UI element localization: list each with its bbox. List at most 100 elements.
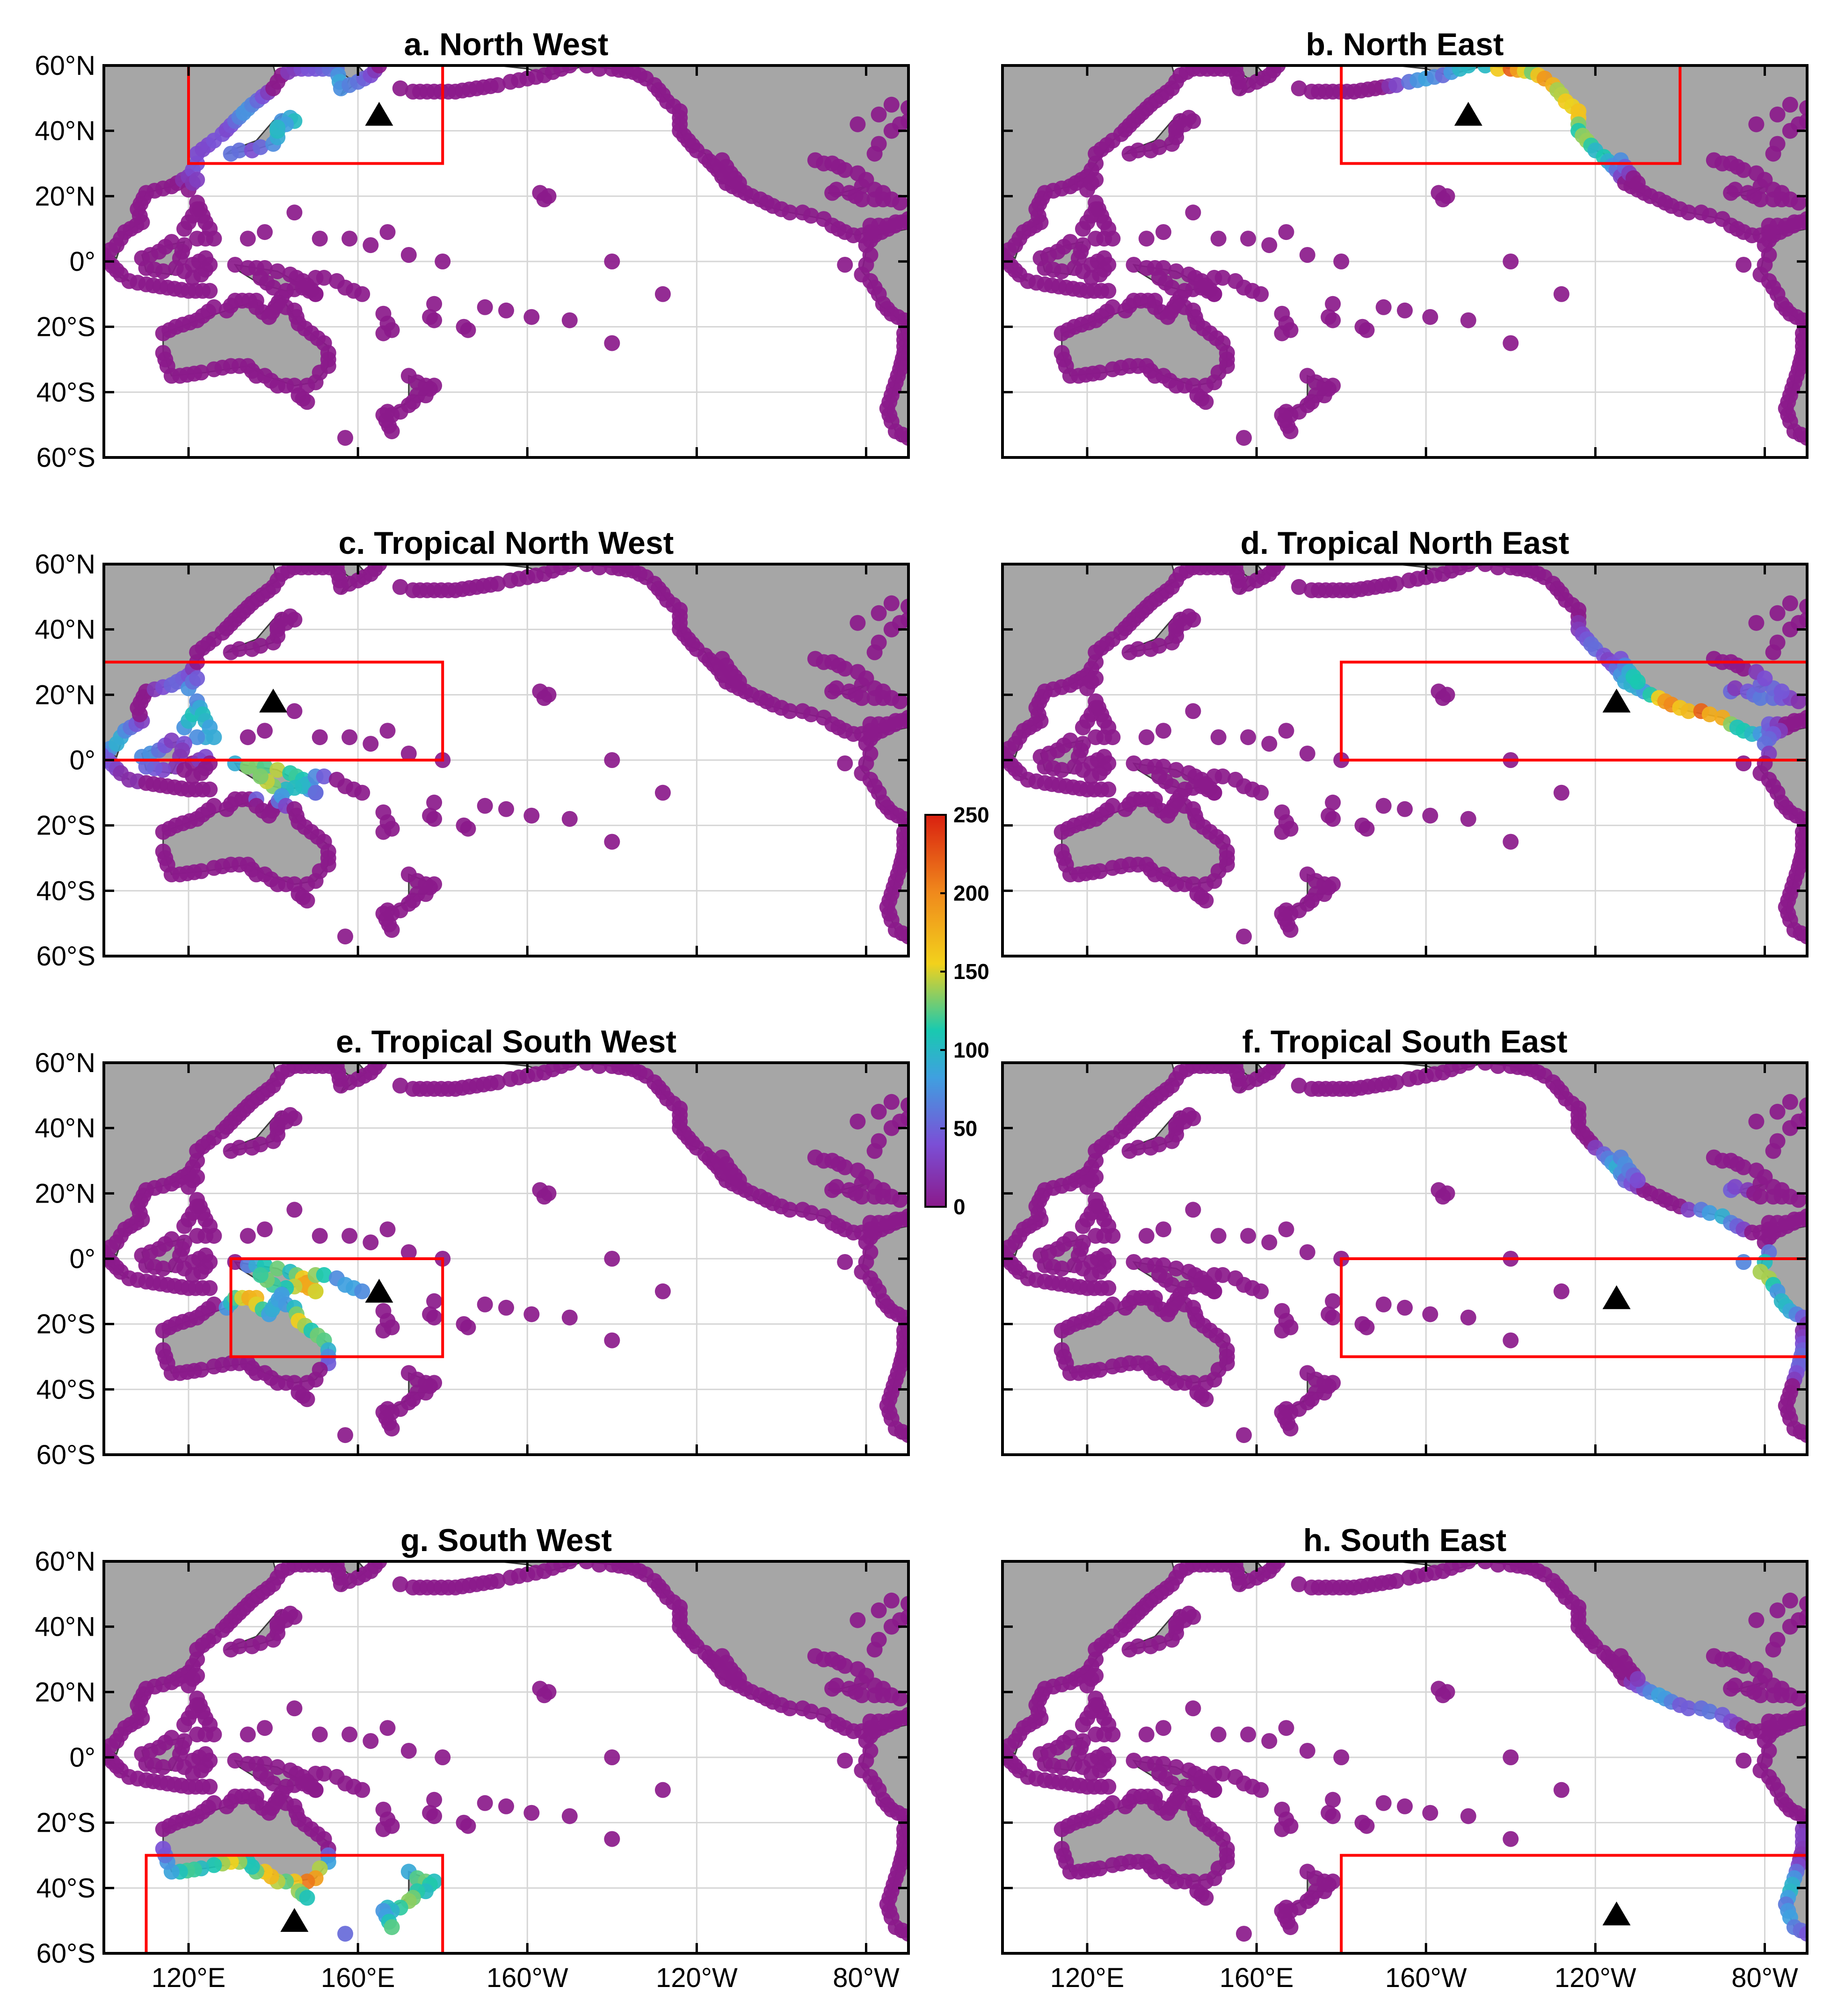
coastal-point	[477, 299, 493, 315]
coastal-point	[1151, 1635, 1167, 1651]
coastal-point	[858, 1169, 874, 1185]
coastal-point	[1088, 1169, 1104, 1185]
coastal-point	[731, 1172, 747, 1189]
coastal-point	[1422, 1805, 1438, 1821]
y-tick-label: 60°N	[35, 1048, 95, 1078]
coastal-point	[400, 1244, 417, 1260]
coastal-point	[1210, 729, 1227, 746]
coastal-point	[392, 1576, 408, 1592]
coastal-point	[901, 1595, 908, 1612]
y-tick-label: 40°S	[36, 1374, 95, 1405]
coastal-point	[1422, 1306, 1438, 1322]
coastal-point	[1388, 1074, 1404, 1090]
coastal-point	[384, 1919, 400, 1936]
coastal-point	[1299, 247, 1315, 263]
coastal-point	[1397, 302, 1413, 319]
y-tick-label: 20°S	[36, 811, 95, 841]
coastal-point	[189, 729, 205, 746]
coastal-point	[536, 191, 552, 208]
coastal-point	[1799, 113, 1807, 129]
coastal-point	[240, 1726, 256, 1743]
coastal-point	[400, 746, 417, 761]
coastal-point	[498, 801, 514, 817]
coastal-point	[286, 1202, 303, 1218]
coastal-point	[1291, 579, 1307, 595]
coastal-point	[1299, 1244, 1315, 1260]
coastal-point	[456, 1814, 472, 1831]
coastal-point	[286, 204, 303, 221]
coastal-point	[523, 807, 540, 824]
coastal-point	[189, 231, 205, 247]
coastal-point	[252, 1136, 269, 1153]
coastal-point	[1104, 1296, 1121, 1313]
coastal-point	[1291, 80, 1307, 96]
coastal-point	[269, 1260, 286, 1276]
coastal-point	[901, 1609, 908, 1625]
map-content	[1002, 564, 1807, 956]
coastal-point	[337, 430, 353, 446]
coastal-point	[312, 1228, 328, 1244]
coastal-point	[1773, 1681, 1790, 1697]
y-tick-label: 20°S	[36, 1309, 95, 1340]
coastal-point	[185, 269, 201, 286]
coastal-point	[1748, 116, 1765, 132]
map-content	[104, 65, 908, 457]
coastal-point	[1736, 1658, 1752, 1674]
coastal-point	[1752, 1687, 1769, 1704]
coastal-point	[782, 703, 798, 719]
coastal-point	[1037, 759, 1053, 775]
coastal-point	[1088, 1668, 1104, 1684]
coastal-point	[803, 706, 819, 723]
coastal-point	[1490, 1561, 1506, 1573]
coastal-point	[1151, 139, 1167, 155]
coastal-point	[858, 1668, 874, 1684]
coastal-point	[1062, 1231, 1078, 1247]
coastal-point	[1261, 736, 1278, 752]
coastal-point	[312, 1726, 328, 1743]
coastal-point	[1503, 254, 1519, 269]
coastal-point	[1151, 768, 1167, 784]
coastal-point	[1736, 1753, 1752, 1769]
coastal-point	[1100, 283, 1117, 299]
coastal-point	[1274, 1821, 1290, 1837]
coastal-point	[231, 142, 247, 159]
map-panel-c: c. Tropical North West 60°N 40°N 20°N 0° 20°S…	[35, 525, 910, 972]
coastal-point	[1325, 811, 1341, 827]
coastal-point	[561, 65, 578, 73]
coastal-point	[206, 1358, 222, 1375]
coastal-point	[426, 811, 443, 827]
coastal-point	[1553, 286, 1569, 302]
coastal-point	[1736, 660, 1752, 677]
coastal-point	[1757, 670, 1773, 687]
colorbar-tick-label: 150	[953, 959, 989, 984]
coastal-point	[1299, 746, 1315, 761]
coastal-point	[973, 1733, 989, 1749]
coastal-point	[1062, 234, 1078, 250]
coastal-point	[1278, 723, 1294, 739]
coastal-point	[138, 1756, 154, 1772]
coastal-point	[1168, 1117, 1184, 1133]
coastal-point	[384, 922, 400, 938]
coastal-point	[731, 1671, 747, 1687]
coastal-point	[604, 254, 620, 269]
coastal-point	[828, 181, 845, 198]
coastal-point	[561, 312, 578, 328]
colorbar: 0 50 100 150 200 250	[924, 803, 989, 1219]
coastal-point	[1325, 1309, 1341, 1326]
region-box	[1340, 1854, 1807, 1953]
coastal-point	[206, 798, 222, 814]
coastal-point	[1240, 231, 1257, 247]
coastal-point	[354, 1782, 370, 1798]
coastal-point	[883, 1094, 900, 1110]
coastal-point	[1088, 670, 1104, 687]
coastal-point	[1680, 1700, 1697, 1717]
region-box	[104, 660, 444, 761]
coastal-point	[1799, 611, 1807, 628]
coastal-point	[1388, 77, 1404, 93]
coastal-point	[1375, 798, 1392, 814]
coastal-point	[1375, 299, 1392, 315]
coastal-point	[1210, 1228, 1227, 1244]
coastal-point	[1460, 1063, 1476, 1071]
coastal-point	[299, 892, 315, 909]
